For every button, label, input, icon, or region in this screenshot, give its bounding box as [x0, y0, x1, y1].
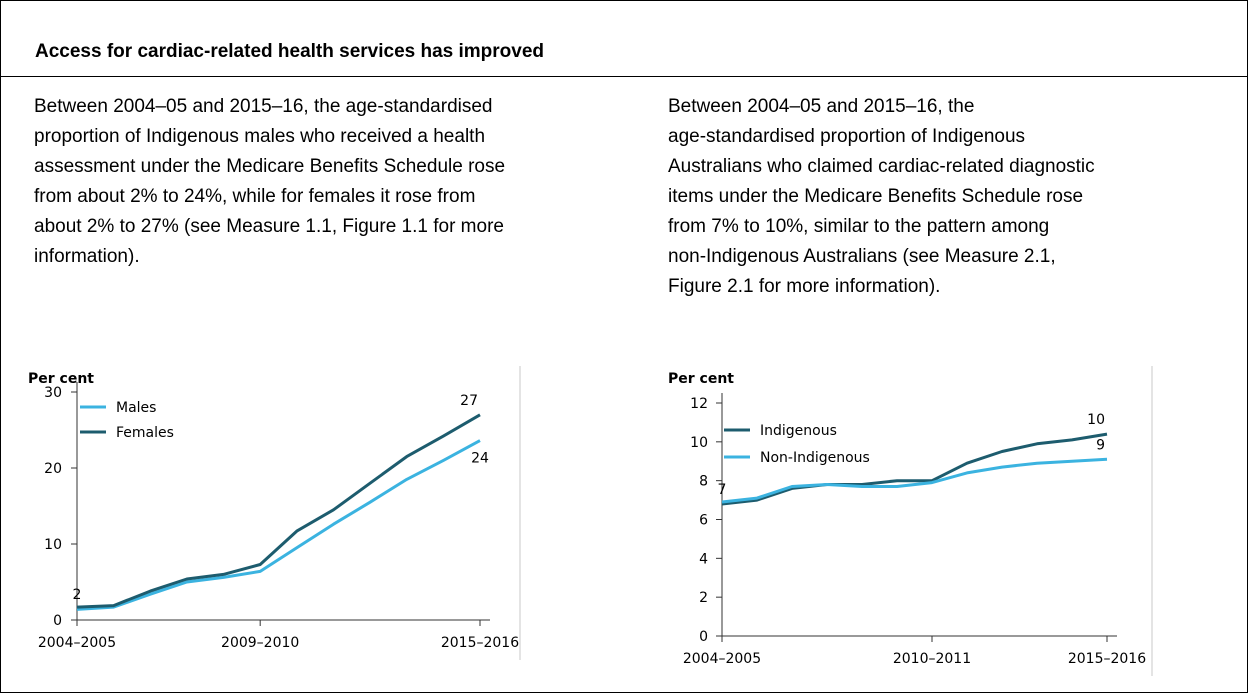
chart2-data-label: 7	[718, 482, 727, 498]
chart2-y-tick-label: 8	[699, 474, 708, 490]
chart1-x-tick-label: 2004–2005	[38, 635, 116, 651]
chart2-y-tick-label: 6	[699, 513, 708, 529]
chart2-y-tick-label: 0	[699, 629, 708, 645]
chart2-series-line-indigenous	[721, 432, 1108, 506]
chart2-y-tick-label: 10	[690, 435, 708, 451]
chart1-x-tick-label: 2015–2016	[441, 635, 519, 651]
title-bar: Access for cardiac-related health servic…	[1, 1, 1247, 77]
chart2-y-tick-label: 12	[690, 396, 708, 412]
right-paragraph: Between 2004–05 and 2015–16, the age-sta…	[668, 92, 1208, 302]
chart2-y-tick-label: 4	[699, 551, 708, 567]
chart1-data-label: 27	[460, 393, 478, 409]
chart1-legend-label: Females	[116, 425, 174, 441]
left-paragraph-line: assessment under the Medicare Benefits S…	[34, 156, 506, 177]
chart1-y-axis-title: Per cent	[28, 371, 94, 387]
chart2-x-tick-label: 2010–2011	[893, 651, 971, 667]
page-title: Access for cardiac-related health servic…	[35, 41, 545, 62]
health-assessment-chart: 0 10 20 30 2004–2005 2009–2010 2015–2016 Per ce…	[28, 366, 521, 660]
left-paragraph-line: Between 2004–05 and 2015–16, the age-sta…	[34, 96, 493, 117]
chart2-legend-label: Non-Indigenous	[760, 450, 870, 466]
chart2-y-axis-title: Per cent	[668, 371, 734, 387]
chart1-y-tick-label: 20	[44, 461, 62, 477]
right-paragraph-line: items under the Medicare Benefits Schedu…	[668, 186, 1084, 207]
chart2-legend-label: Indigenous	[760, 423, 837, 439]
chart1-x-tick-label: 2009–2010	[221, 635, 299, 651]
chart2-data-label: 9	[1096, 437, 1105, 453]
chart1-legend-label: Males	[116, 400, 156, 416]
chart1-y-tick-label: 0	[53, 613, 62, 629]
left-paragraph-line: from about 2% to 24%, while for females …	[34, 186, 476, 207]
left-paragraph: Between 2004–05 and 2015–16, the age-sta…	[34, 92, 634, 272]
chart1-data-label: 24	[471, 451, 489, 467]
chart1-data-label: 2	[73, 587, 82, 603]
chart2-x-tick-label: 2015–2016	[1068, 651, 1146, 667]
left-paragraph-line: proportion of Indigenous males who recei…	[34, 126, 486, 147]
right-paragraph-line: Figure 2.1 for more information).	[668, 276, 941, 297]
right-paragraph-line: Between 2004–05 and 2015–16, the	[668, 96, 975, 117]
left-paragraph-line: information).	[34, 246, 140, 267]
left-paragraph-line: about 2% to 27% (see Measure 1.1, Figure…	[34, 216, 504, 237]
chart2-x-tick-label: 2004–2005	[683, 651, 761, 667]
chart1-y-tick-label: 10	[44, 537, 62, 553]
right-paragraph-line: from 7% to 10%, similar to the pattern a…	[668, 216, 1050, 237]
right-paragraph-line: Australians who claimed cardiac-related …	[668, 156, 1095, 177]
right-paragraph-line: age-standardised proportion of Indigenou…	[668, 126, 1026, 147]
chart2-data-label: 10	[1087, 412, 1105, 428]
cardiac-diagnostic-chart: 0 2 4 6 8 10 12 2004–2005 2010–2011 2015–2016 Per …	[668, 366, 1153, 676]
chart1-series-line-females	[76, 413, 481, 609]
chart2-series-line-non-indigenous	[721, 457, 1108, 504]
chart2-y-tick-label: 2	[699, 590, 708, 606]
chart1-series-line-males	[76, 439, 481, 611]
chart1-y-tick-label: 30	[44, 385, 62, 401]
right-paragraph-line: non-Indigenous Australians (see Measure …	[668, 246, 1056, 267]
